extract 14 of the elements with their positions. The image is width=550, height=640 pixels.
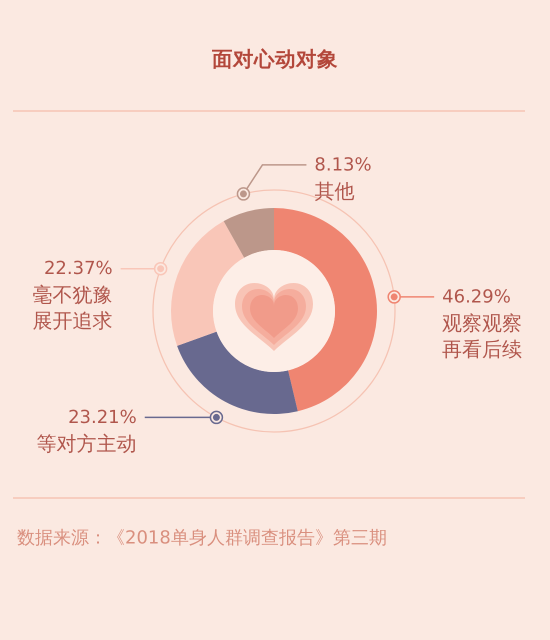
slice-label: 等对方主动 (36, 431, 137, 456)
data-label: 22.37% (44, 258, 113, 280)
chart-title: 面对心动对象 (211, 47, 338, 71)
data-label: 46.29% (442, 286, 511, 308)
donut-slice (224, 208, 274, 258)
legend-label: 其他 (314, 178, 354, 203)
donut-slice (274, 208, 377, 412)
slice-label: 观察观察再看后续 (442, 310, 522, 361)
source-note: 数据来源：《2018单身人群调查报告》第三期 (17, 528, 387, 548)
donut-slice (171, 221, 244, 346)
data-label: 23.21% (68, 406, 137, 428)
donut-slice (177, 332, 298, 414)
slice-label: 毫不犹豫展开追求 (32, 282, 113, 333)
data-label: 8.13% (314, 154, 372, 176)
